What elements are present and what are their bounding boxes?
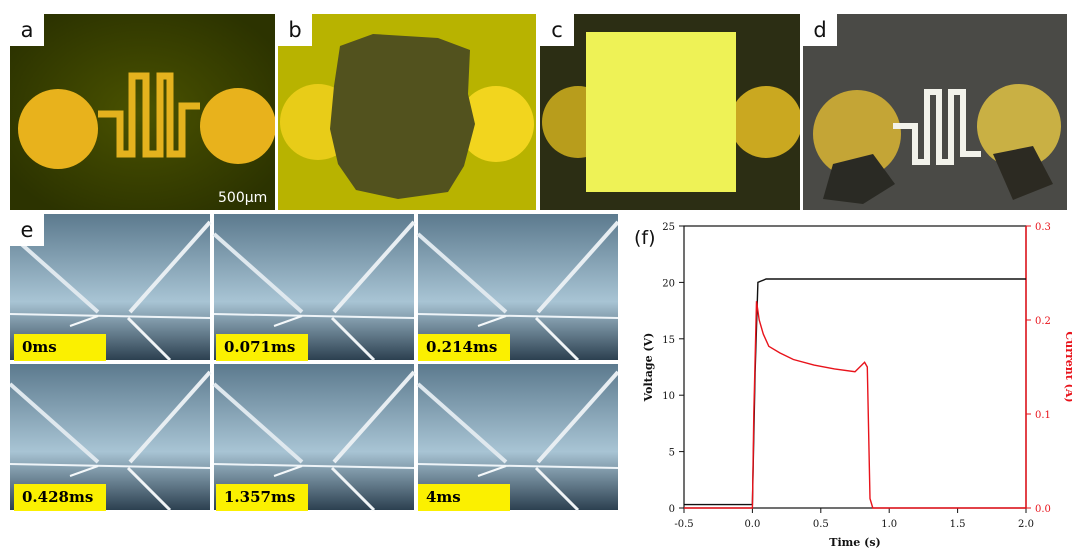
x-tick-label: 1.5: [950, 519, 966, 530]
high-speed-frames-image: [10, 214, 618, 512]
x-tick-label: 2.0: [1018, 519, 1034, 530]
scale-bar-label: 500µm: [218, 190, 268, 206]
y-right-tick-label: 0.2: [1035, 316, 1051, 327]
y-left-tick-label: 15: [662, 335, 675, 346]
panel-label-f: (f): [634, 227, 656, 249]
micro-heater-pattern-image: [10, 14, 275, 210]
x-tick-label: 0.5: [813, 519, 829, 530]
panel-b: b: [278, 14, 536, 210]
panel-label-b: b: [278, 14, 312, 46]
y-left-tick-label: 5: [669, 448, 675, 459]
x-tick-label: 1.0: [881, 519, 897, 530]
frame-time-label: 0ms: [14, 334, 106, 361]
damaged-heater-image: [803, 14, 1067, 210]
x-tick-label: -0.5: [674, 519, 693, 530]
panel-e: e 0ms 0.071ms 0.214ms 0.428ms 1.357ms 4m…: [10, 214, 618, 514]
y-right-axis-label: Current (A): [1063, 331, 1072, 402]
y-right-tick-label: 0.3: [1035, 222, 1051, 233]
y-left-axis-label: Voltage (V): [642, 333, 655, 403]
panel-d: d: [803, 14, 1067, 210]
voltage-series-line: [684, 278, 1026, 506]
panel-label-a: a: [10, 14, 44, 46]
y-left-tick-label: 10: [662, 391, 675, 402]
y-right-tick-label: 0.0: [1035, 504, 1051, 515]
frame-time-label: 1.357ms: [216, 484, 308, 511]
y-left-tick-label: 20: [662, 278, 675, 289]
plot-frame: [683, 225, 1027, 509]
panel-label-d: d: [803, 14, 837, 46]
panel-c: c: [540, 14, 800, 210]
y-left-tick-label: 25: [662, 222, 675, 233]
frame-time-label: 4ms: [418, 484, 510, 511]
y-right-tick-label: 0.1: [1035, 410, 1051, 421]
frame-time-label: 0.428ms: [14, 484, 106, 511]
current-series-line: [684, 301, 1026, 509]
etched-cavity-image: [278, 14, 536, 210]
y-left-tick-label: 0: [669, 504, 675, 515]
x-axis-label: Time (s): [829, 536, 880, 549]
panel-label-e: e: [10, 214, 44, 246]
panel-label-c: c: [540, 14, 574, 46]
x-tick-label: 0.0: [744, 519, 760, 530]
panel-a: a 500µm: [10, 14, 275, 210]
frame-time-label: 0.071ms: [216, 334, 308, 361]
voltage-current-chart: -0.5 0.0 0.5 1.0 1.5 2.0 0 5 10 15 20 25 0.0 0.1 0.2 0.…: [634, 222, 1072, 549]
coated-square-image: [540, 14, 800, 210]
frame-time-label: 0.214ms: [418, 334, 510, 361]
